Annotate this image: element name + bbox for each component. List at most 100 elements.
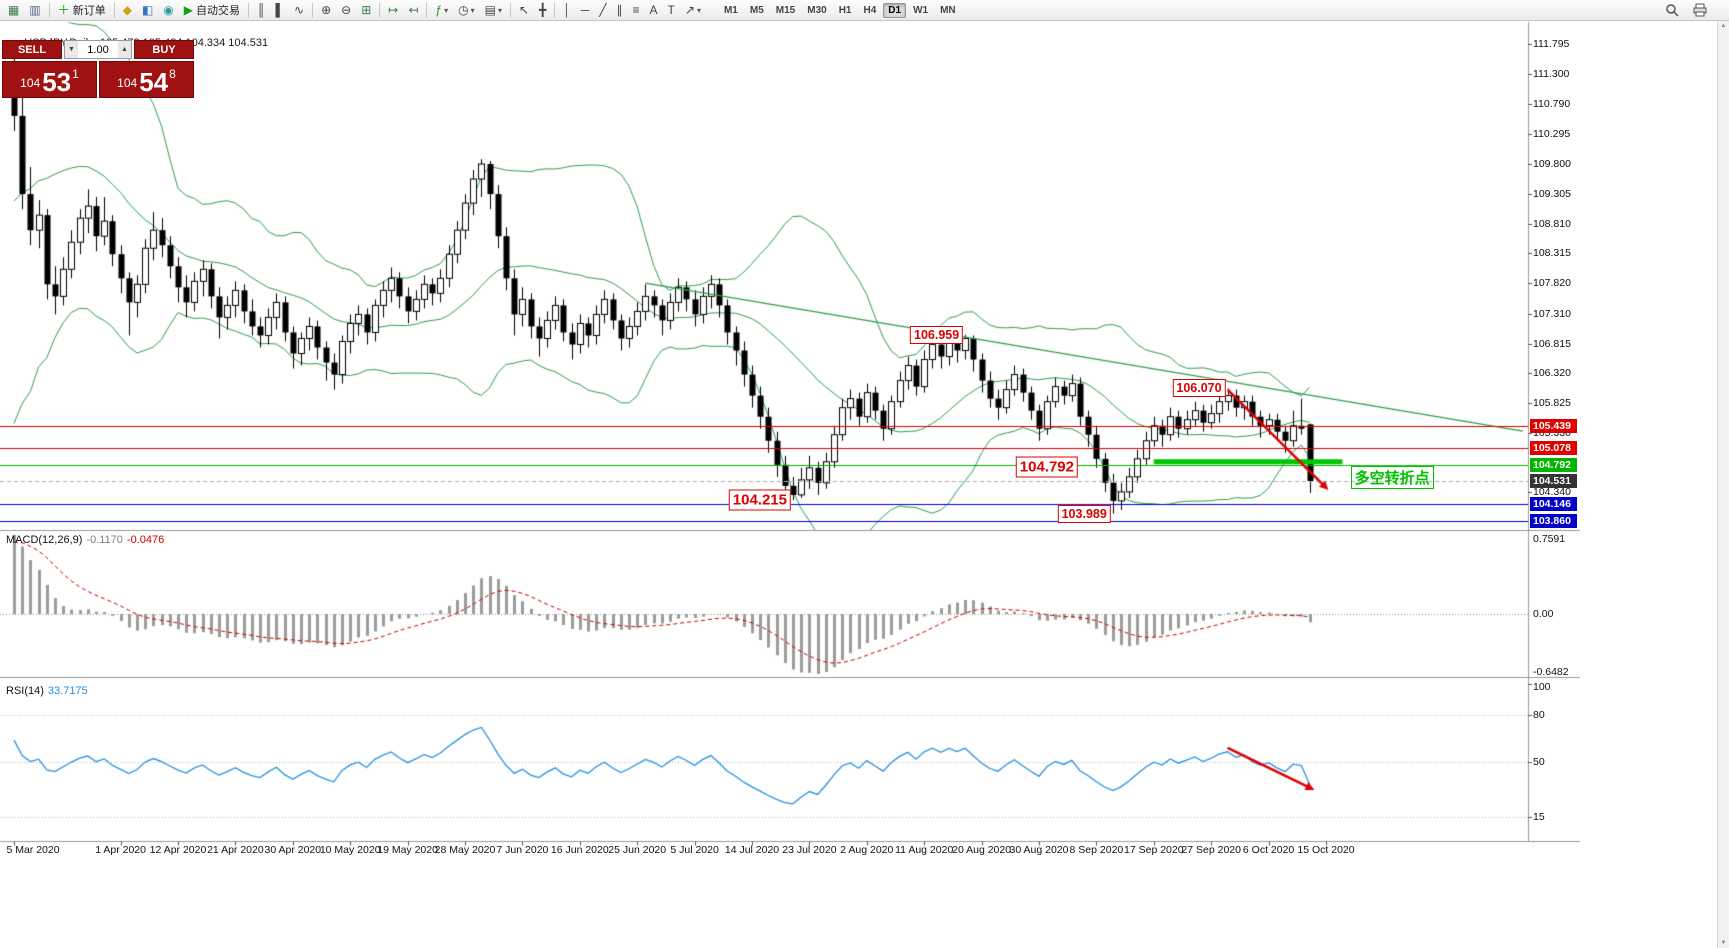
cursor-button[interactable]: ↖	[515, 1, 533, 20]
buy-button[interactable]: BUY	[134, 40, 194, 59]
new-chart-button[interactable]: ▦	[4, 1, 23, 20]
timeframe-button-W1[interactable]: W1	[913, 4, 929, 16]
market-watch-button[interactable]: ◧	[138, 1, 157, 20]
indicators-button[interactable]: ƒ ▾	[431, 1, 452, 20]
vertical-scrollbar[interactable]: ▲ ▼	[1717, 21, 1729, 948]
ask-price-point: 8	[169, 67, 176, 81]
date-axis-label: 30 Apr 2020	[264, 844, 322, 856]
price-axis-badge: 103.860	[1530, 514, 1577, 529]
scroll-down-icon[interactable]: ▼	[1720, 940, 1727, 946]
timeframe-button-D1[interactable]: D1	[883, 2, 907, 18]
macd-signal-value: -0.0476	[126, 534, 165, 546]
price-callout-label: 104.215	[728, 489, 791, 511]
autotrading-icon: ▶	[183, 3, 193, 17]
price-axis-label: 108.315	[1533, 247, 1571, 260]
toolbar-separator	[509, 2, 511, 18]
vertical-line-button[interactable]: │	[559, 1, 575, 20]
price-axis-label: 104.340	[1533, 486, 1571, 499]
chart-shift-icon: ↤	[408, 3, 419, 17]
navigator-icon: ◉	[163, 3, 174, 17]
timeframe-button-M1[interactable]: M1	[723, 4, 738, 16]
line-chart-button[interactable]: ∿	[290, 1, 308, 20]
search-icon	[1666, 4, 1679, 17]
zoom-in-button[interactable]: ⊕	[317, 1, 335, 20]
rsi-label-text: RSI(14)	[6, 685, 44, 697]
label-button[interactable]: T	[664, 1, 679, 20]
ask-price-pips: 54	[139, 67, 169, 97]
profiles-button[interactable]: ▥	[25, 1, 44, 20]
toolbar-separator	[426, 2, 428, 18]
price-axis-badge: 105.078	[1530, 441, 1577, 456]
crosshair-button[interactable]: ╋	[535, 1, 550, 20]
date-axis-label: 17 Sep 2020	[1124, 844, 1184, 856]
price-axis-label: 110.790	[1533, 98, 1571, 111]
auto-scroll-button[interactable]: ↦	[384, 1, 402, 20]
timeframe-button-M30[interactable]: M30	[807, 4, 827, 16]
ask-price-figure: 104	[117, 76, 138, 90]
toolbar-separator	[48, 2, 50, 18]
new-order-button[interactable]: ＋新订单	[54, 1, 110, 20]
timeframe-button-M15[interactable]: M15	[775, 4, 796, 16]
scroll-up-icon[interactable]: ▲	[1720, 23, 1727, 29]
date-axis-label: 7 Jun 2020	[496, 844, 549, 856]
price-axis-label: 106.815	[1533, 337, 1571, 350]
zoom-out-button[interactable]: ⊖	[337, 1, 355, 20]
indicators-icon: ƒ	[435, 3, 443, 17]
channel-button[interactable]: ∥	[613, 1, 627, 20]
volume-decrease-button[interactable]: ▼	[65, 41, 78, 58]
date-axis-label: 16 Jun 2020	[550, 844, 609, 856]
chevron-down-icon[interactable]: ▾	[444, 5, 449, 15]
timeframe-button-H1[interactable]: H1	[838, 4, 852, 16]
timeframe-group: M1 M5 M15 M30 H1 H4 D1 W1 MN	[718, 2, 962, 18]
price-axis-label: 107.310	[1533, 307, 1571, 320]
toolbar-right-group	[1660, 1, 1726, 20]
price-callout-label: 104.792	[1015, 456, 1078, 478]
chevron-down-icon[interactable]: ▾	[470, 5, 475, 15]
price-axis-label: 107.820	[1533, 277, 1571, 290]
templates-button[interactable]: ▤ ▾	[481, 1, 506, 20]
date-axis-label: 15 Oct 2020	[1297, 844, 1355, 856]
arrows-button[interactable]: ↗ ▾	[681, 1, 705, 20]
candlestick-chart-button[interactable]: ▌	[272, 1, 289, 20]
timeframe-button-H4[interactable]: H4	[863, 4, 877, 16]
print-button[interactable]	[1689, 1, 1711, 20]
ask-price[interactable]: 104 54 8	[99, 61, 194, 98]
price-axis-label: 106.320	[1533, 367, 1571, 380]
date-axis-label: 5 Mar 2020	[6, 844, 60, 856]
date-axis-label: 19 May 2020	[377, 844, 438, 856]
bid-price[interactable]: 104 53 1	[2, 61, 97, 98]
timeframe-button-MN[interactable]: MN	[940, 4, 956, 16]
navigator-button[interactable]: ◉	[159, 1, 177, 20]
periods-button[interactable]: ◷ ▾	[454, 1, 479, 20]
volume-increase-button[interactable]: ▲	[118, 41, 131, 58]
sell-button[interactable]: SELL	[2, 40, 62, 59]
rsi-value: 33.7175	[47, 685, 88, 697]
chevron-down-icon[interactable]: ▾	[696, 5, 701, 15]
bid-price-pips: 53	[42, 67, 72, 97]
metaeditor-button[interactable]: ◆	[119, 1, 136, 20]
timeframe-button-M5[interactable]: M5	[749, 4, 764, 16]
autotrading-button[interactable]: ▶ 自动交易	[180, 1, 244, 20]
fibonacci-button[interactable]: ≡	[629, 1, 644, 20]
bid-price-figure: 104	[20, 76, 41, 90]
price-axis-label: 110.295	[1533, 128, 1571, 141]
zoom-out-icon: ⊖	[341, 3, 352, 17]
rsi-axis-value: 15	[1533, 810, 1545, 823]
chart-shift-button[interactable]: ↤	[404, 1, 422, 20]
text-button[interactable]: A	[646, 1, 662, 20]
tile-windows-button[interactable]: ⊞	[357, 1, 375, 20]
chevron-down-icon[interactable]: ▾	[497, 5, 502, 15]
search-button[interactable]	[1661, 1, 1683, 20]
fibonacci-icon: ≡	[632, 3, 640, 17]
date-axis-label: 30 Aug 2020	[1009, 844, 1069, 856]
bar-chart-button[interactable]: ║	[253, 1, 270, 20]
trendline-button[interactable]: ╱	[595, 1, 610, 20]
volume-input[interactable]	[78, 41, 118, 58]
date-axis-label: 8 Sep 2020	[1069, 844, 1124, 856]
horizontal-line-button[interactable]: ─	[577, 1, 594, 20]
date-axis-label: 28 May 2020	[434, 844, 496, 856]
auto-scroll-icon: ↦	[388, 3, 399, 17]
price-axis-label: 111.795	[1533, 37, 1570, 50]
toolbar-left-group: ▦ ▥ ＋新订单 ◆ ◧ ◉ ▶ 自动交易 ║ ▌ ∿ ⊕ ⊖ ⊞ ↦ ↤ ƒ ▾ ◷ ▾ ▤ ▾ ↖ ╋ │ ─ ╱ ∥ ≡ A T ↗ ▾	[3, 1, 706, 20]
